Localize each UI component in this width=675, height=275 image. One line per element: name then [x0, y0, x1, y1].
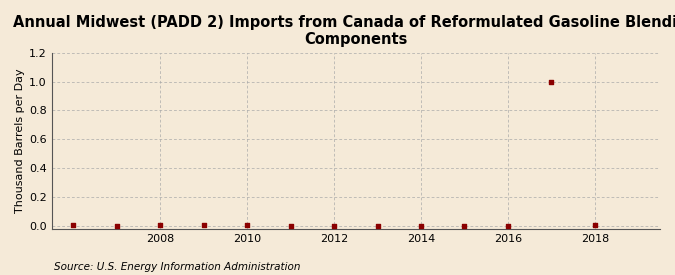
Point	[589, 223, 600, 227]
Point	[503, 224, 514, 228]
Point	[416, 224, 427, 228]
Point	[242, 223, 252, 227]
Point	[155, 223, 166, 227]
Point	[329, 224, 340, 228]
Point	[372, 224, 383, 228]
Text: Source: U.S. Energy Information Administration: Source: U.S. Energy Information Administ…	[54, 262, 300, 272]
Point	[198, 223, 209, 227]
Y-axis label: Thousand Barrels per Day: Thousand Barrels per Day	[15, 68, 25, 213]
Title: Annual Midwest (PADD 2) Imports from Canada of Reformulated Gasoline Blending
Co: Annual Midwest (PADD 2) Imports from Can…	[14, 15, 675, 47]
Point	[546, 79, 557, 84]
Point	[286, 224, 296, 228]
Point	[68, 223, 79, 227]
Point	[111, 224, 122, 228]
Point	[459, 224, 470, 228]
